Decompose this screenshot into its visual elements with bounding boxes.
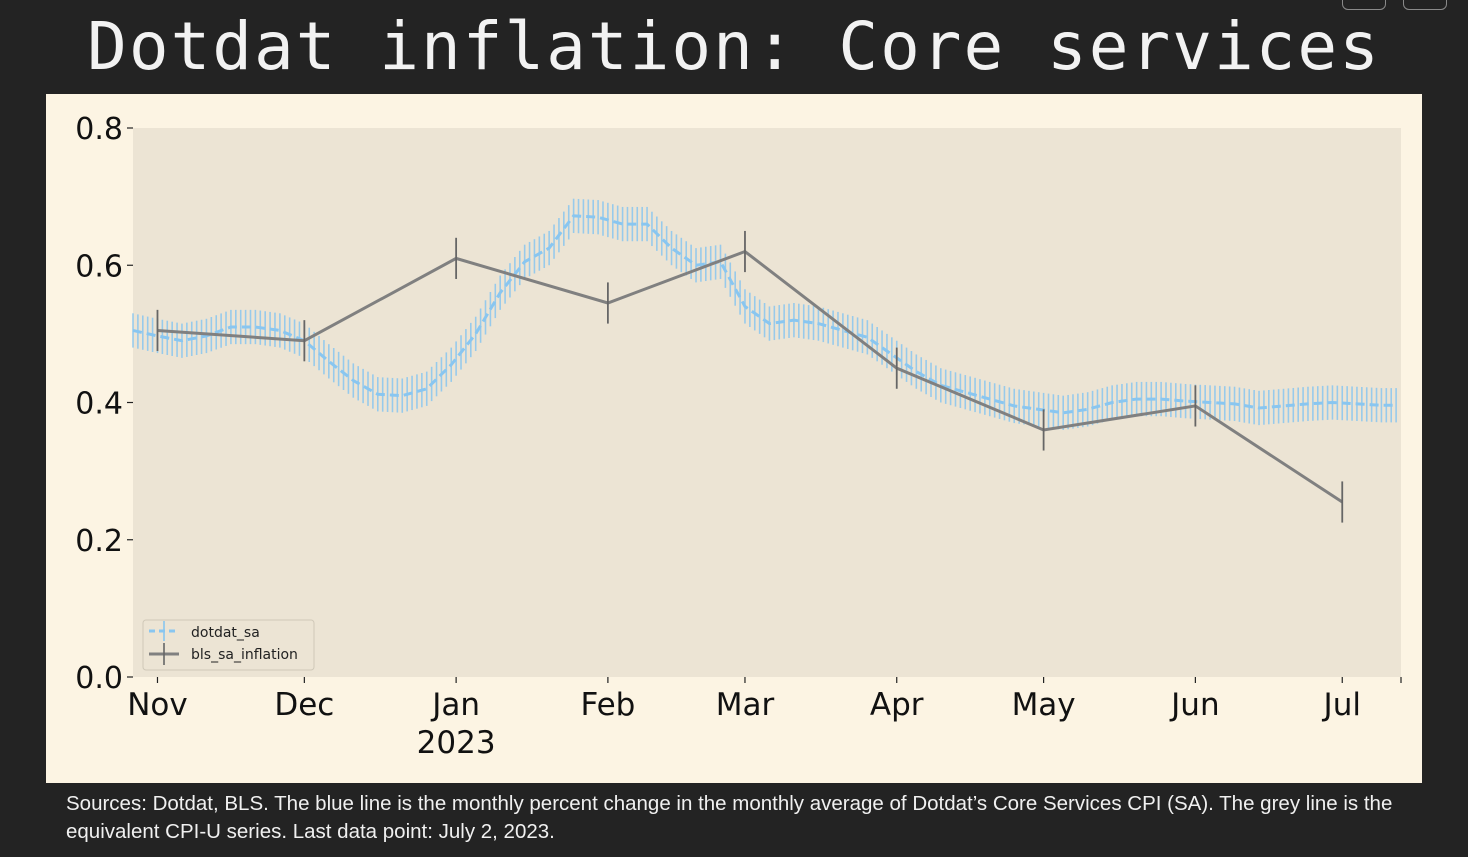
page-title: Dotdat inflation: Core services — [87, 8, 1381, 85]
window-button-left[interactable] — [1342, 0, 1386, 10]
x-tick-label: Feb — [580, 687, 635, 723]
x-tick-label: Dec — [274, 687, 334, 723]
chart-panel: 0.0 0.2 0.4 0.6 0.8 Nov Dec Jan 2023 Feb Mar Apr May… — [46, 94, 1422, 783]
x-tick-label: Jun — [1169, 687, 1219, 723]
window-button-right[interactable] — [1403, 0, 1447, 10]
x-tick-label: Jan — [430, 687, 480, 723]
y-tick-label: 0.8 — [75, 112, 123, 147]
dotdat-sa-line — [132, 214, 1397, 415]
x-tick-label: Apr — [870, 687, 924, 723]
source-note: Sources: Dotdat, BLS. The blue line is t… — [66, 792, 1393, 843]
y-tick-label: 0.2 — [75, 524, 123, 559]
legend-box — [142, 619, 315, 671]
y-tick-label: 0.6 — [75, 249, 123, 284]
x-tick-label: Jul — [1322, 687, 1361, 723]
x-tick-label: Mar — [716, 687, 775, 723]
x-tick-sublabel: 2023 — [417, 725, 496, 761]
y-tick-label: 0.0 — [75, 661, 123, 696]
x-tick-label: Nov — [127, 687, 188, 723]
legend-label-bls: bls_sa_inflation — [191, 647, 298, 663]
legend: dotdat_sa bls_sa_inflation — [142, 619, 315, 671]
y-tick-label: 0.4 — [75, 387, 123, 422]
legend-label-dotdat: dotdat_sa — [191, 625, 260, 641]
x-tick-label: May — [1012, 687, 1076, 723]
